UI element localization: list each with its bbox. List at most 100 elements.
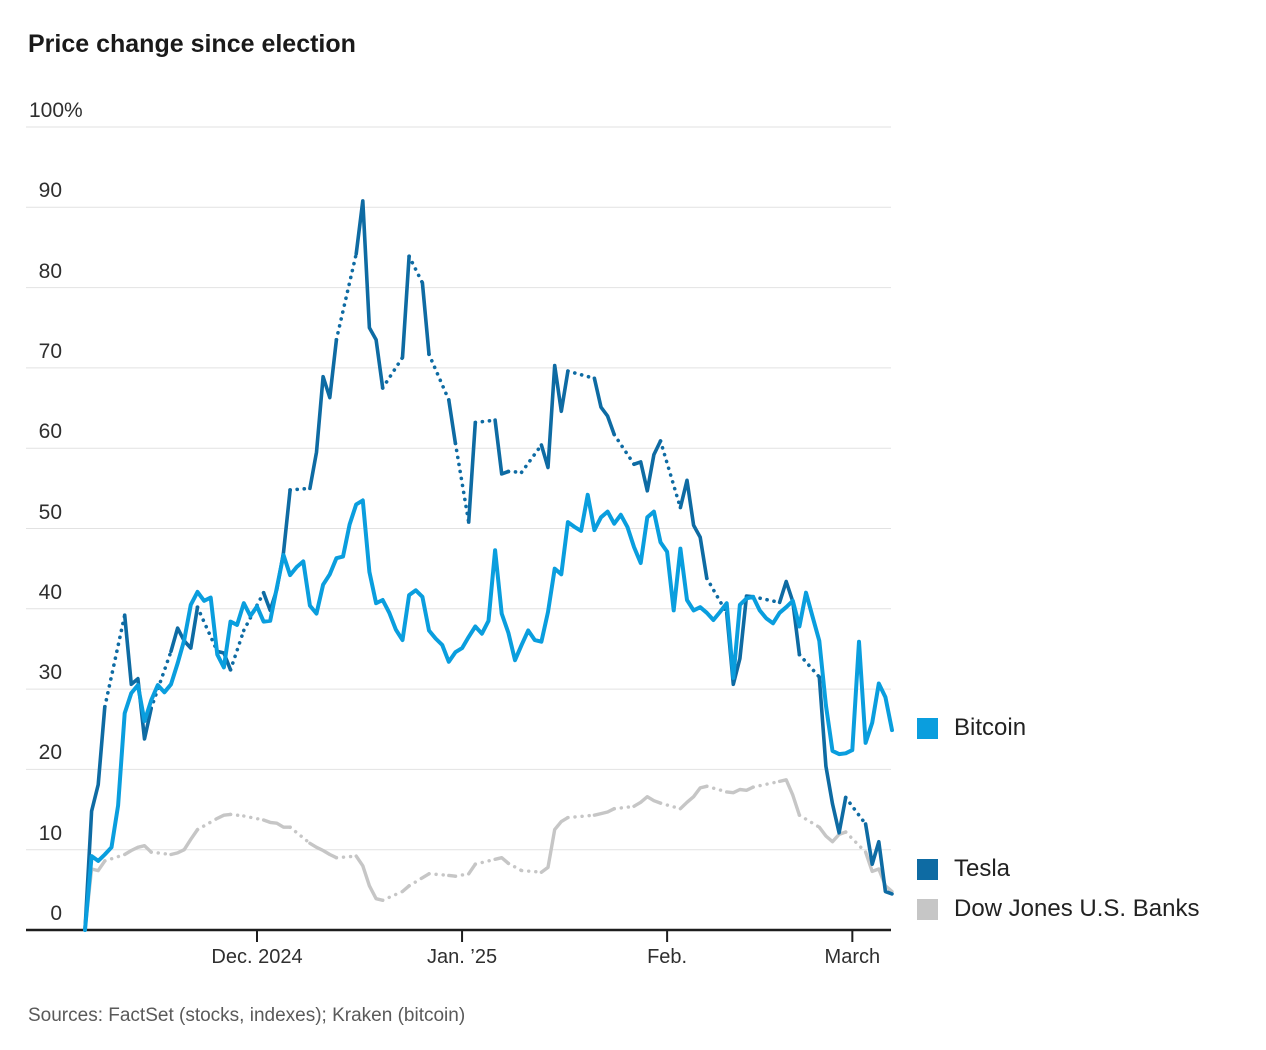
x-axis-label: March xyxy=(824,946,881,968)
dow-jones-u-s-banks-line-closed-gap xyxy=(844,830,868,854)
tesla-line-closed-gap xyxy=(519,443,544,475)
dow-jones-u-s-banks-line xyxy=(817,825,848,844)
tesla-line xyxy=(215,649,233,672)
tesla-line-closed-gap xyxy=(334,252,359,342)
dow-jones-u-s-banks-line-closed-gap xyxy=(288,825,312,845)
x-axis-label: Feb. xyxy=(647,946,688,968)
tesla-line xyxy=(466,420,478,524)
bitcoin-line xyxy=(83,492,894,932)
dow-jones-u-s-banks-line xyxy=(261,818,292,829)
y-axis-label: 70 xyxy=(38,339,62,363)
dow-jones-u-s-banks-line-closed-gap xyxy=(407,876,425,888)
dow-jones-u-s-banks-line xyxy=(632,795,663,808)
dow-jones-u-s-banks-line-closed-gap xyxy=(195,816,220,832)
tesla-line-closed-gap xyxy=(705,576,729,615)
tesla-line-closed-gap xyxy=(453,441,471,524)
y-axis-label: 30 xyxy=(38,661,62,685)
tesla-line-closed-gap xyxy=(658,439,683,510)
dow-jones-u-s-banks-line xyxy=(467,862,477,876)
tesla-line xyxy=(817,675,848,835)
dow-jones-u-s-banks-line-closed-gap xyxy=(453,872,471,878)
tesla-line-closed-gap xyxy=(103,613,127,709)
dow-jones-u-s-banks-line-closed-gap xyxy=(473,857,497,866)
source-note: Sources: FactSet (stocks, indexes); Krak… xyxy=(28,1005,466,1026)
dow-jones-u-s-banks-line-closed-gap xyxy=(705,784,729,794)
tesla-line xyxy=(354,199,385,390)
y-axis-label: 60 xyxy=(38,420,62,444)
dow-jones-u-s-banks-line xyxy=(678,784,709,811)
bitcoin-swatch-icon xyxy=(917,718,938,739)
tesla-line xyxy=(308,338,339,491)
tesla-line xyxy=(863,822,894,896)
dow-jones-u-s-banks-line xyxy=(863,850,894,894)
y-axis-label: 50 xyxy=(38,500,62,524)
tesla-line-closed-gap xyxy=(149,649,173,711)
tesla-line-closed-gap xyxy=(195,605,220,654)
dow-jones-u-s-banks-line-closed-gap xyxy=(566,813,597,820)
tesla-line-closed-gap xyxy=(843,795,868,826)
dow-jones-u-s-banks-line-closed-gap xyxy=(506,861,524,873)
tesla-line-closed-gap xyxy=(797,652,822,679)
tesla-line-closed-gap xyxy=(427,352,451,402)
dow-jones-u-s-banks-line xyxy=(354,854,385,902)
tesla-swatch-icon xyxy=(917,859,938,880)
tesla-line-closed-gap xyxy=(751,594,782,605)
y-axis-label: 0 xyxy=(50,902,62,925)
tesla-line-closed-gap xyxy=(380,355,405,390)
x-axis-label: Jan. ’25 xyxy=(427,946,498,968)
legend-item-tesla: Tesla xyxy=(917,855,1011,883)
tesla-line xyxy=(493,418,511,476)
tesla-line-closed-gap xyxy=(228,628,246,672)
dow-jones-u-s-banks-line-closed-gap xyxy=(427,872,451,878)
y-axis-label: 20 xyxy=(38,741,62,765)
tesla-line xyxy=(447,398,458,446)
dow-jones-u-s-banks-line xyxy=(592,807,616,817)
tesla-line xyxy=(539,363,570,470)
dow-jones-u-s-banks-line-closed-gap xyxy=(103,852,127,863)
y-axis-label: 90 xyxy=(38,179,62,203)
tesla-line-closed-gap xyxy=(506,469,524,475)
tesla-line xyxy=(400,254,411,360)
y-axis-label: 10 xyxy=(38,821,62,845)
tesla-line-closed-gap xyxy=(612,432,636,467)
legend-item-bitcoin: Bitcoin xyxy=(917,714,1027,742)
tesla-line-closed-gap xyxy=(473,418,497,425)
tesla-line xyxy=(420,281,431,356)
legend-label-banks: Dow Jones U.S. Banks xyxy=(954,895,1200,922)
dow-jones-u-s-banks-line-closed-gap xyxy=(658,801,683,811)
dow-jones-u-s-banks-line-closed-gap xyxy=(519,868,544,874)
dow-jones-u-s-banks-line xyxy=(493,856,511,866)
legend-label-bitcoin: Bitcoin xyxy=(954,714,1027,741)
dow-jones-u-s-banks-line xyxy=(777,778,802,817)
x-axis-label: Dec. 2024 xyxy=(211,946,303,968)
chart-title: Price change since election xyxy=(28,30,356,58)
tesla-line xyxy=(592,376,616,437)
dow-jones-u-s-banks-line-closed-gap xyxy=(149,850,173,857)
dow-jones-u-s-banks-line-closed-gap xyxy=(334,854,358,860)
legend-item-banks: Dow Jones U.S. Banks xyxy=(917,895,1200,923)
y-axis-label: 40 xyxy=(38,580,62,604)
dow-jones-u-s-banks-line-closed-gap xyxy=(751,779,782,789)
dow-jones-u-s-banks-line xyxy=(169,827,200,857)
tesla-line xyxy=(122,613,153,741)
dow-jones-u-s-banks-line-closed-gap xyxy=(380,889,405,902)
tesla-line-closed-gap xyxy=(566,369,597,381)
dow-jones-u-s-banks-line-closed-gap xyxy=(612,804,636,811)
dow-jones-u-s-banks-line xyxy=(215,812,233,821)
banks-swatch-icon xyxy=(917,899,938,920)
dow-jones-u-s-banks-line xyxy=(725,785,755,795)
tesla-line xyxy=(678,478,709,581)
tesla-line xyxy=(777,579,802,657)
legend-label-tesla: Tesla xyxy=(954,855,1011,882)
tesla-line-closed-gap xyxy=(407,254,425,285)
dow-jones-u-s-banks-line-closed-gap xyxy=(228,812,246,818)
tesla-line-closed-gap xyxy=(288,486,312,492)
dow-jones-u-s-banks-line xyxy=(308,841,339,860)
dow-jones-u-s-banks-line xyxy=(539,815,570,874)
y-axis-label: 100% xyxy=(29,99,83,122)
dow-jones-u-s-banks-line xyxy=(123,844,153,857)
tesla-line xyxy=(632,439,663,493)
y-axis-label: 80 xyxy=(38,259,62,283)
dow-jones-u-s-banks-line-closed-gap xyxy=(797,813,821,829)
